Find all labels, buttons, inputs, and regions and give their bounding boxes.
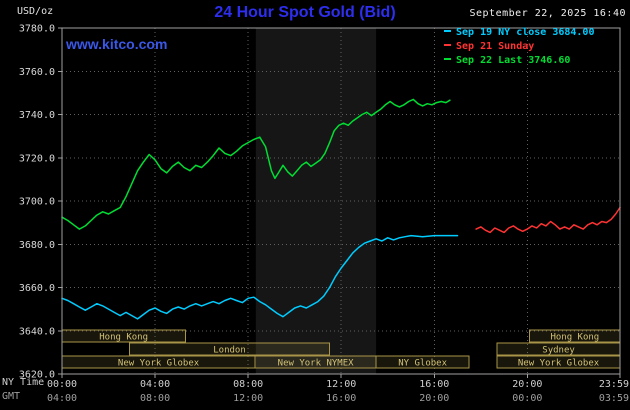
y-axis-tick-label: 3700.0 [19, 197, 55, 208]
session-label: London [213, 346, 246, 356]
y-axis-tick-label: 3780.0 [19, 24, 55, 35]
legend-label-sep19: Sep 19 NY close 3684.00 [456, 27, 595, 38]
ny-time-axis-label: NY Time [2, 377, 45, 388]
sep21-line-marker-icon [444, 44, 451, 46]
sep22-line-marker-icon [444, 58, 451, 60]
chart-datetime: September 22, 2025 16:40 [469, 8, 626, 19]
y-axis-units-label: USD/oz [17, 6, 54, 17]
series-line-2 [61, 98, 451, 230]
session-label: Hong Kong [99, 333, 148, 343]
x-axis-tick-label-ny: 23:59 [599, 379, 629, 390]
plot-border [61, 27, 621, 375]
y-axis-tick-label: 3760.0 [19, 67, 55, 78]
legend-label-sep22: Sep 22 Last 3746.60 [456, 55, 571, 66]
session-label: New York Globex [118, 359, 200, 369]
x-axis-tick-label-gmt: 04:00 [47, 393, 77, 404]
x-axis-tick-label-ny: 04:00 [140, 379, 170, 390]
y-axis-tick-label: 3620.0 [19, 370, 55, 381]
legend-label-sep21: Sep 21 Sunday [456, 41, 535, 52]
x-axis-tick-label-ny: 00:00 [47, 379, 77, 390]
x-axis-tick-label-ny: 12:00 [326, 379, 356, 390]
session-label: NY Globex [398, 359, 447, 369]
legend-item-sep21: Sep 21 Sunday [444, 40, 594, 54]
legend-item-sep19: Sep 19 NY close 3684.00 [444, 26, 594, 40]
x-axis-tick-label-ny: 08:00 [233, 379, 263, 390]
x-axis-tick-label-gmt: 00:00 [512, 393, 542, 404]
y-axis-tick-label: 3640.0 [19, 326, 55, 337]
session-label: New York Globex [518, 359, 600, 369]
x-axis-tick-label-ny: 16:00 [419, 379, 449, 390]
session-label: Hong Kong [550, 333, 599, 343]
kitco-watermark[interactable]: www.kitco.com [66, 36, 168, 52]
x-axis-tick-label-gmt: 08:00 [140, 393, 170, 404]
y-axis-tick-label: 3720.0 [19, 153, 55, 164]
session-box [375, 355, 470, 369]
y-axis-tick-label: 3740.0 [19, 110, 55, 121]
session-box [128, 342, 331, 356]
x-axis-tick-label-gmt: 03:59 [599, 393, 629, 404]
x-axis-tick-label-ny: 20:00 [512, 379, 542, 390]
chart-title: 24 Hour Spot Gold (Bid) [214, 4, 396, 21]
x-axis-tick-label-gmt: 16:00 [326, 393, 356, 404]
session-label: New York NYMEX [278, 359, 354, 369]
nymex-floor-band [255, 28, 377, 374]
y-axis-tick-label: 3680.0 [19, 240, 55, 251]
y-axis-tick-label: 3660.0 [19, 283, 55, 294]
sep19-line-marker-icon [444, 30, 451, 32]
series-line-0 [61, 234, 459, 320]
x-axis-tick-label-gmt: 20:00 [419, 393, 449, 404]
gmt-axis-label: GMT [2, 391, 21, 402]
legend: Sep 19 NY close 3684.00 Sep 21 Sunday Se… [444, 26, 594, 68]
x-axis-tick-label-gmt: 12:00 [233, 393, 263, 404]
series-line-1 [475, 206, 621, 234]
session-label: Sydney [542, 346, 575, 356]
legend-item-sep22: Sep 22 Last 3746.60 [444, 54, 594, 68]
